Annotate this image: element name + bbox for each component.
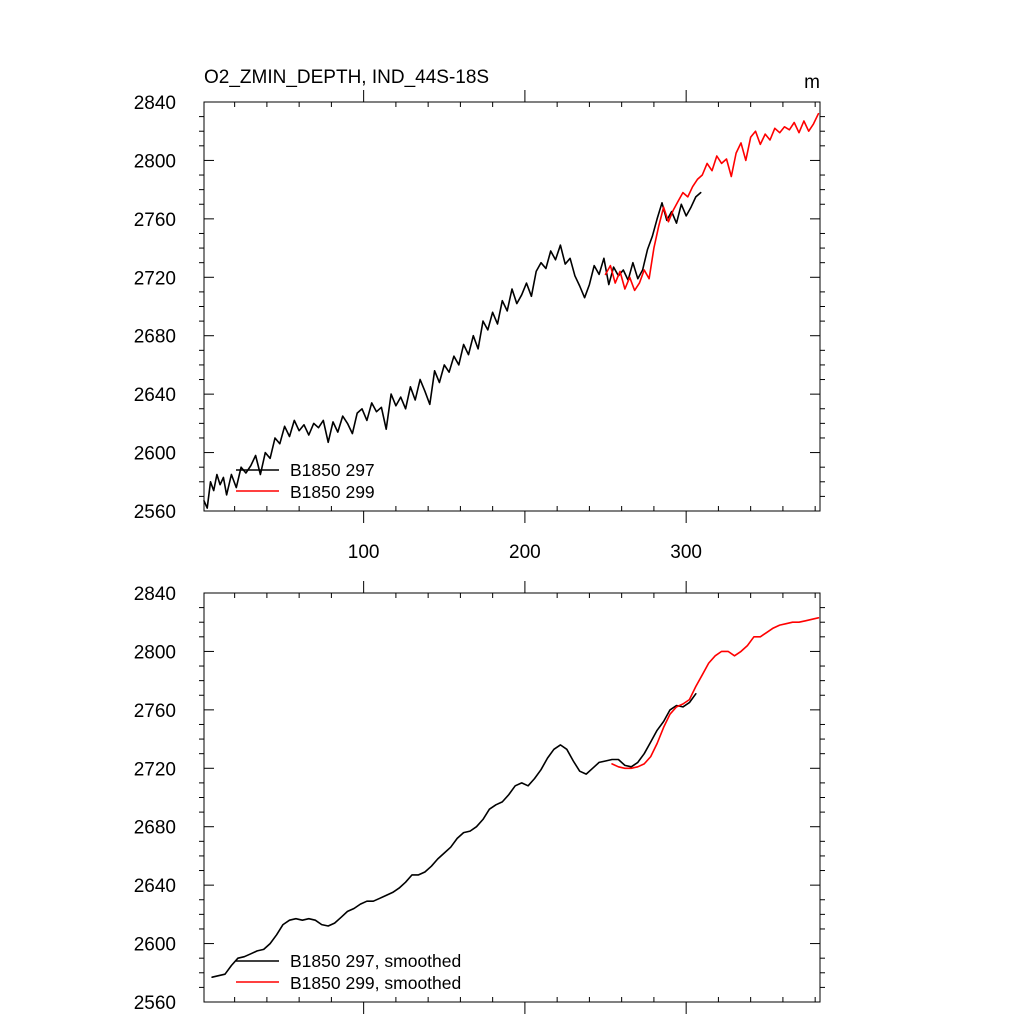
- y-tick-label: 2640: [134, 876, 176, 897]
- y-tick-label: 2560: [134, 993, 176, 1014]
- legend-smoothed: B1850 297, smoothed B1850 299, smoothed: [236, 951, 461, 993]
- series-line-b1850-297-smoothed: [211, 692, 697, 979]
- y-tick-label: 2680: [134, 818, 176, 839]
- units-label: m: [804, 72, 820, 93]
- tick-marks: [199, 90, 825, 523]
- x-tick-label: 100: [348, 542, 380, 563]
- y-tick-label: 2760: [134, 701, 176, 722]
- x-tick-label: 300: [670, 542, 702, 563]
- y-tick-label: 2600: [134, 444, 176, 465]
- legend-label-b1850-297-smoothed: B1850 297, smoothed: [290, 951, 461, 971]
- y-tick-labels: 2560 2600 2640 2680 2720 2760 2800 2840: [134, 93, 176, 523]
- legend-label-b1850-299-smoothed: B1850 299, smoothed: [290, 973, 461, 993]
- y-tick-label: 2600: [134, 935, 176, 956]
- legend-label-b1850-299: B1850 299: [290, 482, 375, 502]
- y-tick-label: 2640: [134, 385, 176, 406]
- legend: B1850 297 B1850 299: [236, 460, 375, 502]
- y-tick-label: 2560: [134, 502, 176, 523]
- y-tick-label: 2800: [134, 151, 176, 172]
- tick-marks-smoothed: [199, 581, 825, 1014]
- chart-title: O2_ZMIN_DEPTH, IND_44S-18S: [204, 67, 489, 88]
- y-tick-label: 2720: [134, 268, 176, 289]
- series-line-b1850-297: [203, 191, 702, 509]
- y-tick-label: 2760: [134, 210, 176, 231]
- y-tick-label: 2720: [134, 759, 176, 780]
- y-tick-label: 2840: [134, 584, 176, 605]
- series-layer: [203, 112, 820, 509]
- series-line-b1850-299-smoothed: [611, 616, 820, 770]
- legend-label-b1850-297: B1850 297: [290, 460, 375, 480]
- x-tick-label: 200: [509, 542, 541, 563]
- x-tick-labels: 100 200 300: [348, 542, 702, 563]
- series-line-b1850-299: [604, 112, 820, 292]
- y-tick-label: 2840: [134, 93, 176, 114]
- y-tick-label: 2680: [134, 327, 176, 348]
- y-tick-label: 2800: [134, 642, 176, 663]
- series-layer-smoothed: [211, 616, 820, 979]
- top-chart-panel: O2_ZMIN_DEPTH, IND_44S-18S m 2560 2600 264…: [134, 67, 825, 563]
- y-tick-labels-smoothed: 2560 2600 2640 2680 2720 2760 2800 2840: [134, 584, 176, 1014]
- bottom-chart-panel: 2560 2600 2640 2680 2720 2760 2800 2840 B1850 2…: [134, 581, 825, 1014]
